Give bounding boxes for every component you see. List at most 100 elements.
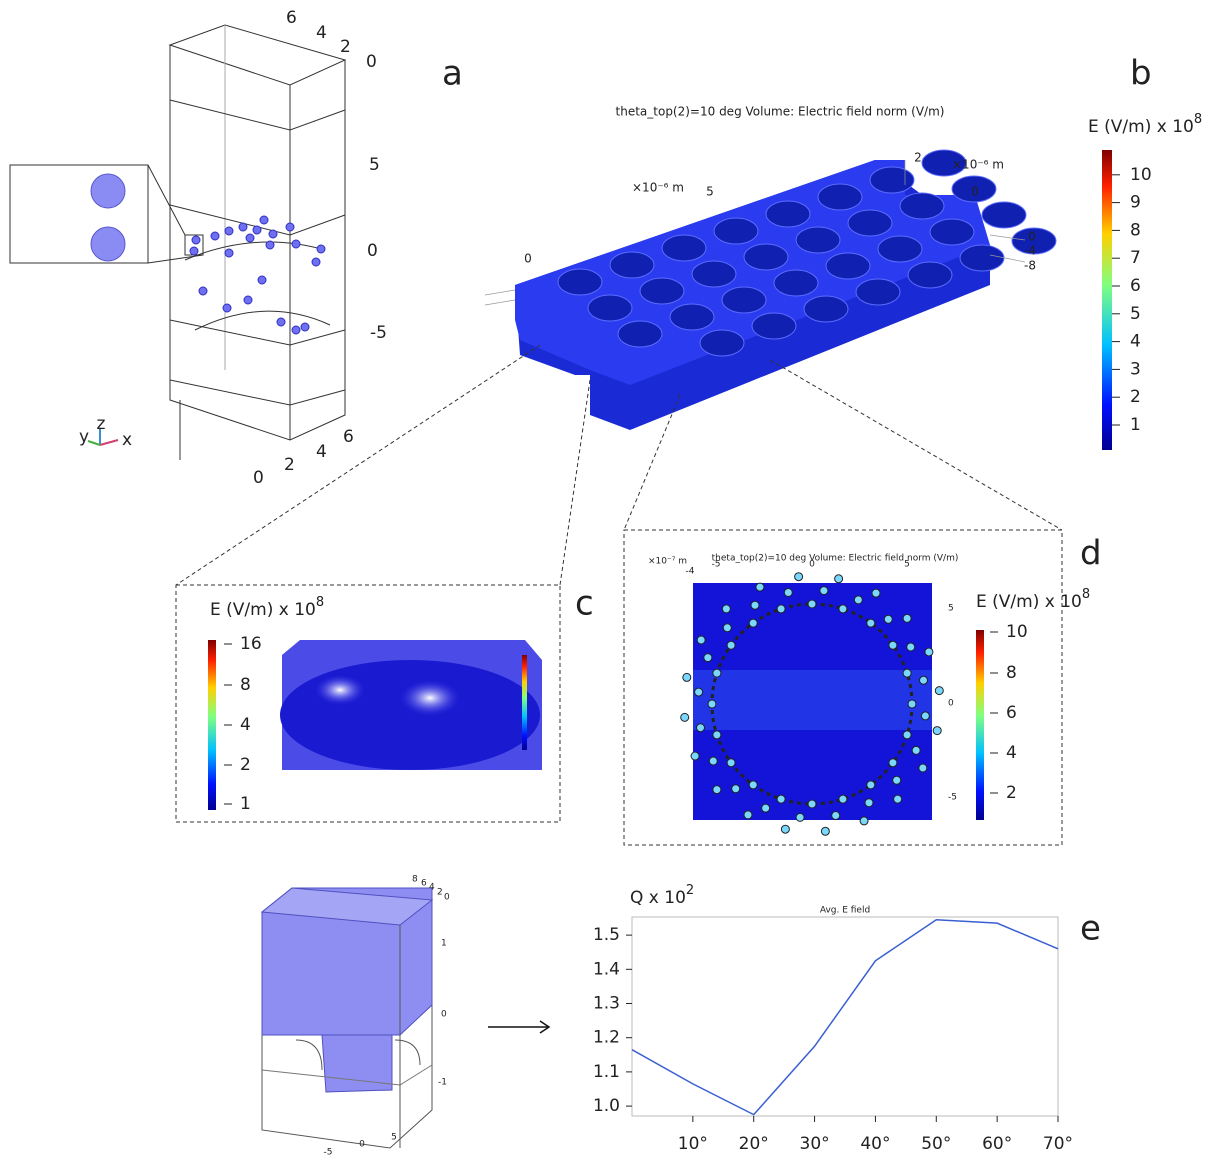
- colorbar-title: E (V/m) x 108: [976, 587, 1090, 613]
- exponent: 2: [686, 883, 694, 898]
- axis-tick-label: 2: [284, 455, 295, 475]
- hotspot: [796, 813, 804, 821]
- hole: [662, 235, 706, 261]
- axis-tick-label: 2: [340, 37, 351, 57]
- x-tick-label: 70°: [1043, 1134, 1073, 1154]
- hole: [722, 287, 766, 313]
- colorbar-tick-label: 4: [1006, 743, 1017, 763]
- title-text: E (V/m) x 10: [1088, 117, 1194, 137]
- axis-tick-label: 6: [286, 8, 297, 28]
- hotspot: [889, 759, 897, 767]
- hole: [766, 201, 810, 227]
- y-tick-label: 1.5: [593, 925, 620, 945]
- hole: [878, 236, 922, 262]
- hotspot: [762, 804, 770, 812]
- hotspot: [751, 601, 759, 609]
- data-line: [632, 920, 1058, 1115]
- y-tick-label: 1.0: [593, 1096, 620, 1116]
- y-tick-label: 1.3: [593, 994, 620, 1014]
- colorbar-tick-label: 8: [240, 675, 251, 695]
- axis-tick-label: 4: [316, 23, 327, 43]
- exponent: 8: [1194, 112, 1202, 127]
- line-chart: 1.01.11.21.31.41.510°20°30°40°50°60°70°: [593, 917, 1073, 1154]
- hotspot: [889, 641, 897, 649]
- hotspot: [839, 605, 847, 613]
- hole: [930, 219, 974, 245]
- axis-tick-label: -5: [948, 793, 957, 803]
- axis-tick-label: 0: [359, 1140, 365, 1150]
- axis-tick-label: 0: [366, 52, 377, 72]
- hole: [826, 253, 870, 279]
- axis-tick-label: 0: [971, 185, 979, 199]
- title-text: E (V/m) x 10: [210, 600, 316, 620]
- hotspot: [723, 624, 731, 632]
- axis-tick-label: 2: [914, 151, 922, 165]
- hole: [670, 304, 714, 330]
- hotspot: [839, 795, 847, 803]
- hotspot: [722, 605, 730, 613]
- hole: [960, 245, 1004, 271]
- hotspot: [854, 596, 862, 604]
- plot-title: theta_top(2)=10 deg Volume: Electric fie…: [616, 105, 945, 119]
- hotspot: [907, 643, 915, 651]
- hotspot: [681, 713, 689, 721]
- axis-tick-label: 6: [343, 427, 354, 447]
- hotspot: [713, 786, 721, 794]
- panel-label: c: [575, 584, 594, 624]
- panel-label: d: [1080, 534, 1102, 574]
- panel-label: e: [1080, 909, 1101, 949]
- hole: [900, 193, 944, 219]
- y-tick-label: 1.2: [593, 1028, 620, 1048]
- hotspot: [808, 600, 816, 608]
- hole: [618, 321, 662, 347]
- hotspot: [903, 614, 911, 622]
- hole: [558, 269, 602, 295]
- hotspot: [832, 812, 840, 820]
- hotspot: [777, 795, 785, 803]
- hole: [982, 202, 1026, 228]
- hotspot: [865, 799, 873, 807]
- axis-tick-label: 5: [706, 185, 714, 199]
- axis-tick-label: 6: [421, 879, 427, 889]
- colorbar-tick-label: 6: [1130, 276, 1141, 296]
- colorbar: [208, 640, 216, 810]
- axis-tick-label: 0: [441, 1010, 447, 1020]
- axis-tick-label: -4: [686, 567, 695, 577]
- x-tick-label: 40°: [860, 1134, 890, 1154]
- unit-label: ×10⁻⁷ m: [648, 557, 687, 567]
- axis-tick-label: 0: [948, 699, 954, 709]
- x-tick-label: 50°: [921, 1134, 951, 1154]
- arrow: [488, 1021, 549, 1033]
- hotspot: [867, 619, 875, 627]
- plot-title: theta_top(2)=10 deg Volume: Electric fie…: [712, 554, 959, 564]
- hotspot: [683, 673, 691, 681]
- hotspot: [933, 727, 941, 735]
- axis-tick-label: 4: [429, 883, 435, 893]
- hole: [692, 261, 736, 287]
- colorbar: [1102, 150, 1112, 450]
- axis-tick-label: -1: [438, 1078, 447, 1088]
- hotspot: [695, 688, 703, 696]
- axis-tick-label: 1: [441, 939, 447, 949]
- hotspot: [808, 800, 816, 808]
- hotspot: [708, 700, 716, 708]
- colorbar-tick-label: 9: [1130, 193, 1141, 213]
- axis-tick-label: 5: [948, 604, 954, 614]
- colorbar-tick-label: 7: [1130, 248, 1141, 268]
- title-text: Q x 10: [630, 888, 686, 908]
- y-tick-label: 1.1: [593, 1062, 620, 1082]
- hotspot: [908, 700, 916, 708]
- colorbar-tick-label: 10: [1130, 165, 1152, 185]
- hotspot: [795, 573, 803, 581]
- hole: [752, 313, 796, 339]
- hotspot: [781, 825, 789, 833]
- hotspot: [713, 669, 721, 677]
- hole: [796, 227, 840, 253]
- x-tick-label: 60°: [982, 1134, 1012, 1154]
- axis-tick-label: 5: [904, 560, 910, 570]
- colorbar-tick-label: 6: [1006, 703, 1017, 723]
- unit-label: ×10⁻⁶ m: [632, 181, 684, 195]
- axis-tick-label: 0: [809, 560, 815, 570]
- colorbar-tick-label: 2: [1130, 387, 1141, 407]
- colorbar-tick-label: 4: [240, 715, 251, 735]
